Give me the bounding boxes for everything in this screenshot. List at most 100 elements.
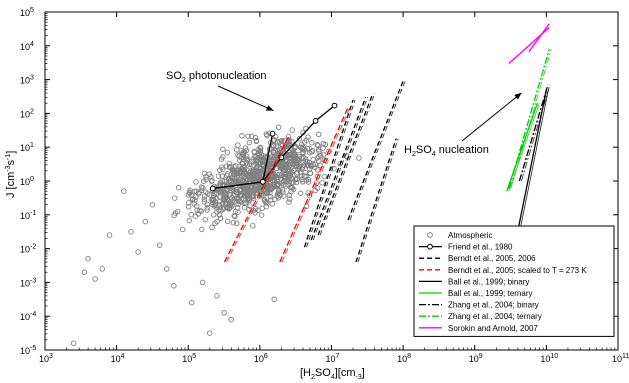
atmospheric-point [321, 151, 327, 158]
atmospheric-point [312, 164, 318, 171]
atmospheric-point [231, 212, 237, 219]
atmospheric-point [234, 172, 241, 179]
atmospheric-point [243, 193, 249, 200]
atmospheric-point [284, 156, 290, 162]
atmospheric-point [240, 166, 246, 173]
atmospheric-point [280, 182, 287, 188]
atmospheric-point [229, 202, 235, 208]
atmospheric-point [296, 136, 303, 142]
atmospheric-point [286, 170, 293, 176]
atmospheric-point [296, 154, 303, 160]
atmospheric-point [221, 310, 227, 316]
atmospheric-point [235, 142, 241, 148]
atmospheric-point [232, 171, 238, 177]
legend: Atmospheric Friend et al., 1980 Berndt et … [413, 225, 615, 337]
atmospheric-point [303, 203, 310, 210]
atmospheric-point [251, 162, 257, 169]
atmospheric-point [280, 193, 287, 199]
atmospheric-point [295, 156, 302, 163]
atmospheric-point [220, 146, 226, 153]
atmospheric-point [221, 196, 228, 202]
atmospheric-point [249, 192, 256, 199]
atmospheric-point [252, 210, 258, 216]
atmospheric-point [266, 164, 272, 170]
legend-marker [427, 232, 433, 238]
legend-label: Zhang et al., 2004; binary [448, 301, 539, 310]
atmospheric-point [304, 159, 310, 165]
atmospheric-point [254, 164, 260, 170]
legend-label: Friend et al., 1980 [448, 243, 513, 252]
series-line-berndt-et-al-2005-2006 [355, 138, 397, 263]
atmospheric-point [121, 188, 127, 194]
atmospheric-point [185, 200, 192, 206]
atmospheric-point [278, 172, 285, 179]
y-tick-label: 100 [20, 176, 34, 187]
atmospheric-point [92, 276, 98, 282]
atmospheric-point [271, 154, 278, 161]
atmospheric-point [256, 174, 263, 181]
atmospheric-point [264, 189, 271, 196]
atmospheric-point [294, 169, 301, 176]
atmospheric-point [215, 173, 222, 179]
y-tick-label: 10-1 [20, 210, 36, 221]
atmospheric-point [356, 155, 362, 161]
legend-label: Berndt et al., 2005, 2006 [448, 254, 536, 263]
atmospheric-point [297, 190, 304, 197]
atmospheric-point [206, 330, 213, 336]
series-line-shadow [517, 89, 549, 239]
atmospheric-point [194, 207, 200, 214]
atmospheric-point [245, 133, 251, 139]
atmospheric-point [303, 177, 309, 184]
atmospheric-point [229, 166, 235, 173]
atmospheric-point [240, 149, 246, 156]
y-tick-label: 10-5 [20, 345, 36, 356]
series-line-shadow [510, 48, 552, 189]
atmospheric-point [217, 179, 224, 186]
atmospheric-point [199, 279, 206, 286]
atmospheric-point [307, 162, 314, 169]
atmospheric-point [314, 185, 321, 191]
axes: 103 104 105 106 107 108 109 1010 1011 10-5 10-4 10-… [5, 7, 629, 381]
atmospheric-point [326, 148, 332, 154]
legend-label: Ball et al., 1999; binary [448, 277, 529, 286]
atmospheric-point [254, 174, 261, 181]
atmospheric-point [253, 138, 260, 144]
atmospheric-point [297, 144, 304, 151]
atmospheric-point [257, 149, 264, 155]
friend-point [312, 118, 319, 124]
atmospheric-point [223, 178, 230, 184]
atmospheric-point [275, 190, 282, 196]
atmospheric-point [192, 213, 199, 219]
atmospheric-point [296, 165, 303, 171]
friend-point [209, 185, 216, 192]
atmospheric-point [193, 194, 199, 200]
y-tick-label: 103 [20, 75, 34, 86]
series-line-shadow [520, 84, 551, 182]
atmospheric-point [292, 144, 298, 150]
atmospheric-point [256, 183, 262, 189]
atmospheric-point [149, 201, 156, 208]
series-line-berndt-et-al-2005-2006 [310, 97, 367, 241]
atmospheric-point [198, 187, 205, 194]
atmospheric-point [222, 195, 228, 201]
series-line-shadow [319, 92, 376, 236]
atmospheric-point [320, 140, 327, 147]
atmospheric-point [255, 155, 261, 161]
atmospheric-point [220, 166, 226, 172]
atmospheric-point [81, 269, 88, 276]
atmospheric-point [226, 160, 233, 167]
atmospheric-point [299, 146, 306, 152]
atmospheric-point [272, 147, 279, 154]
legend-marker [427, 243, 433, 250]
atmospheric-point [319, 180, 325, 186]
series-line-sorokin-and-arnold-2007 [528, 23, 550, 53]
atmospheric-point [263, 184, 270, 191]
atmospheric-point [241, 168, 248, 174]
atmospheric-point [230, 219, 237, 226]
atmospheric-point [214, 293, 220, 299]
atmospheric-point [175, 184, 182, 191]
legend-label: Sorokin and Arnold, 2007 [448, 324, 538, 333]
series-line-shadow [508, 103, 540, 192]
friend-point [269, 130, 276, 137]
annotations: SO2 photonucleation H2SO4 nucleation [166, 70, 522, 158]
